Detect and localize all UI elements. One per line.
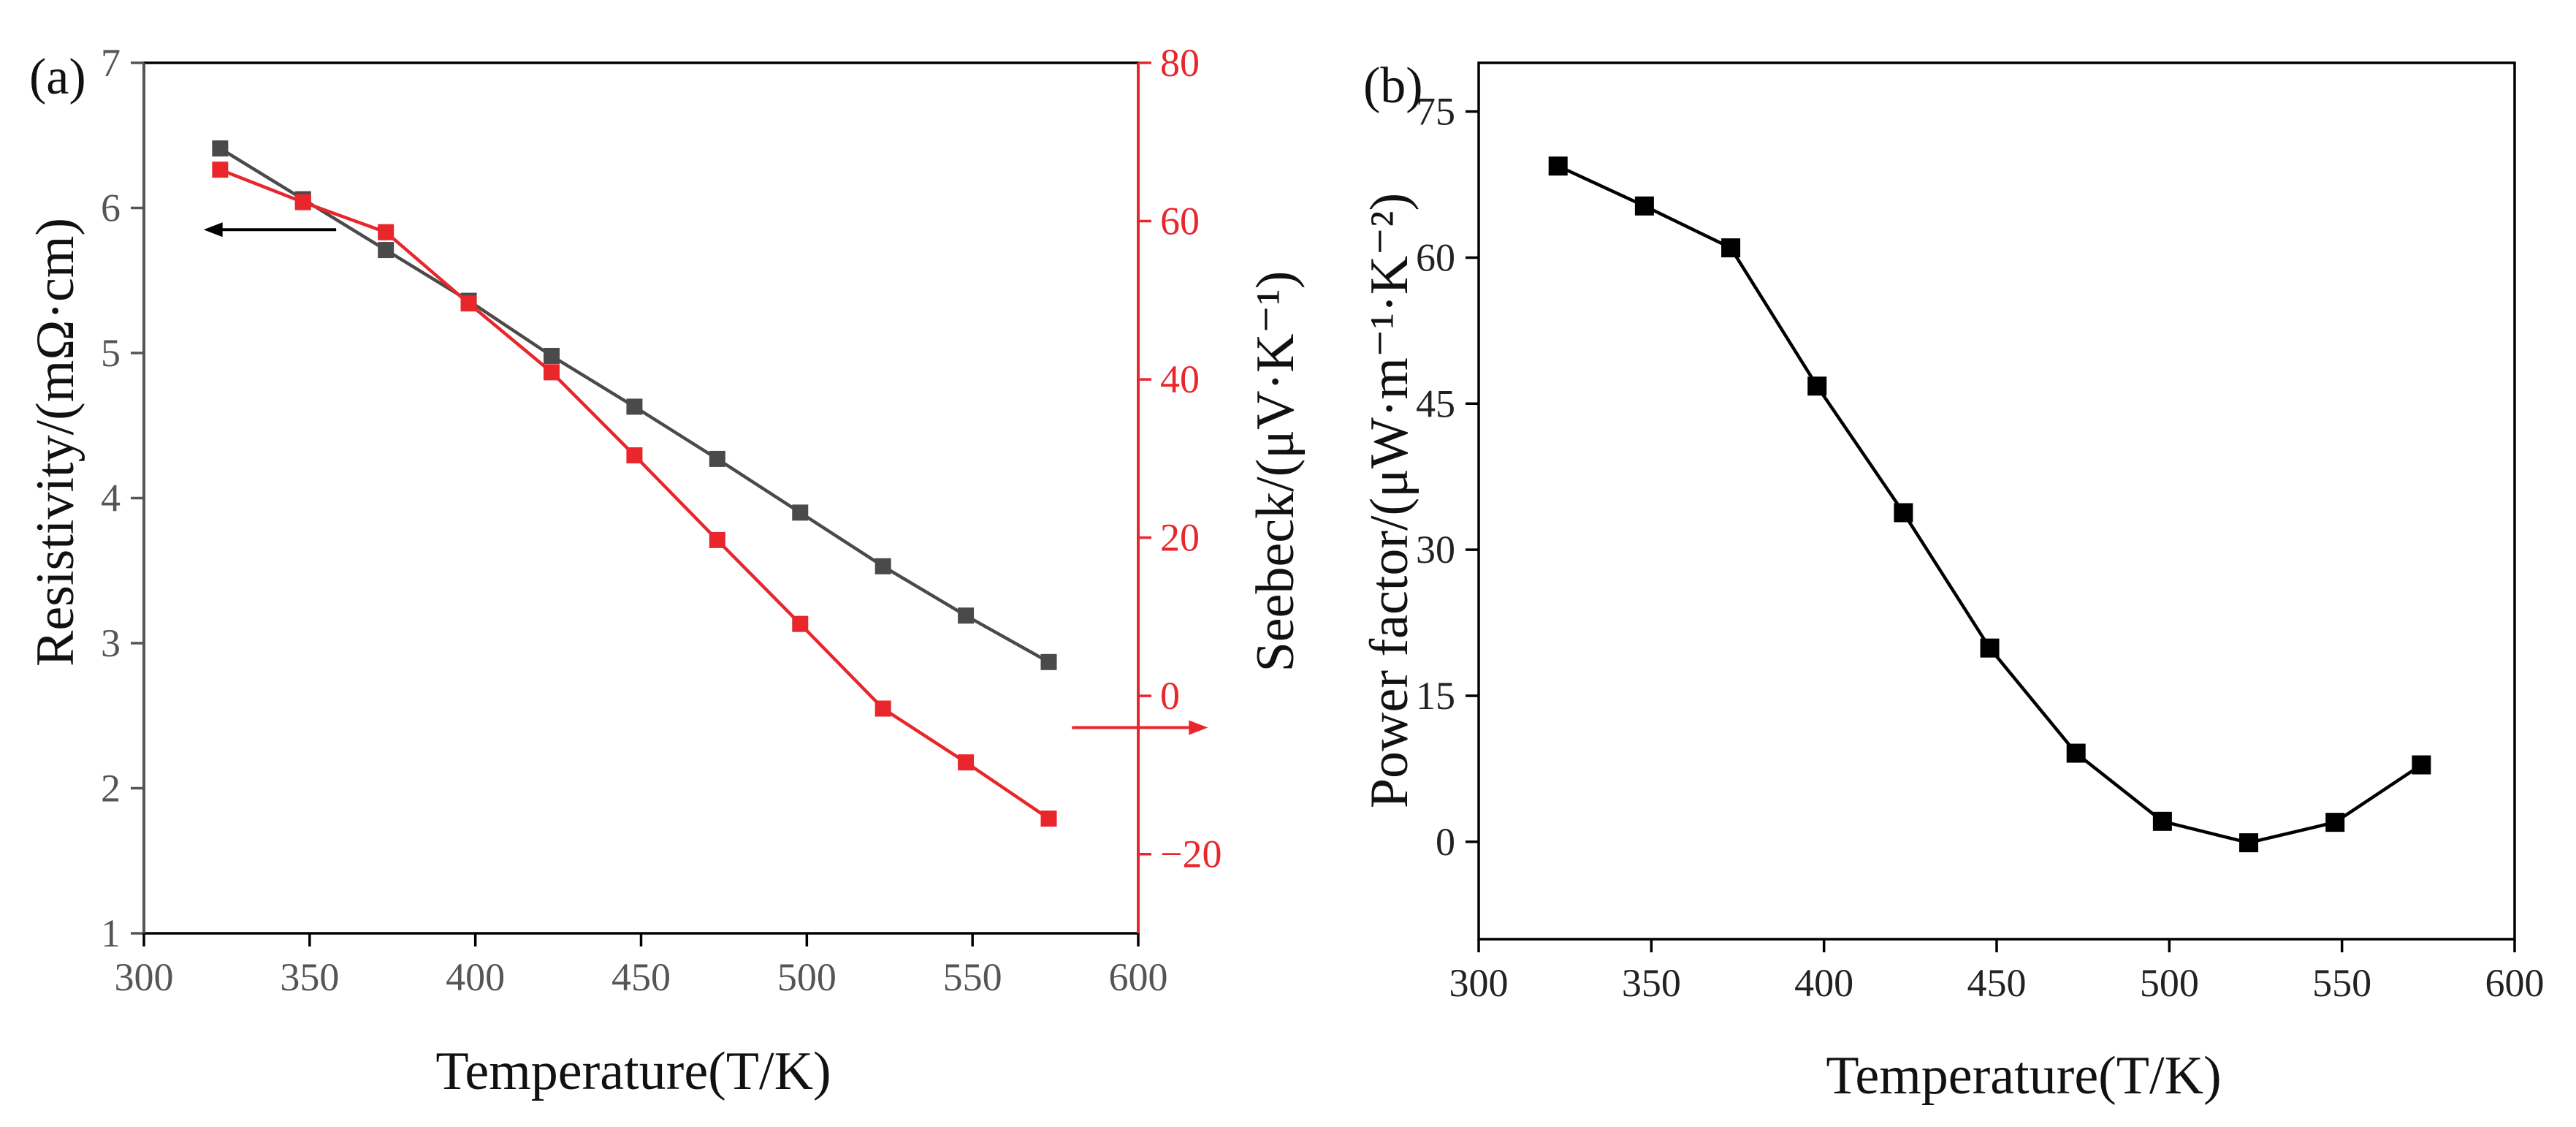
panel-b: 0 15 30 45 60 75 300 350 400 450 500 550 600 (b) Te… (1360, 58, 2545, 1106)
seebeck-point (709, 531, 725, 548)
resistivity-point (958, 607, 975, 624)
power-factor-point (1807, 376, 1827, 396)
panel-b-y-axis-title: Power factor/(μW·m⁻¹·K⁻²) (1360, 193, 1420, 808)
power-factor-point (1548, 156, 1568, 176)
panel-a-left-y-axis: 1 2 3 4 5 6 7 (101, 41, 145, 955)
panel-a-left-axis-title: Resistivity/(mΩ·cm) (26, 218, 85, 667)
panel-b-y-axis: 0 15 30 45 60 75 (1416, 90, 1479, 864)
seebeck-point (792, 615, 809, 632)
panel-b-x-tick-label: 600 (2485, 961, 2545, 1005)
power-factor-point (2412, 755, 2431, 775)
panel-a-right-tick-label: 80 (1160, 41, 1200, 85)
resistivity-point (544, 347, 560, 364)
panel-a-x-tick-label: 500 (777, 955, 837, 999)
panel-a-x-axis-title: Temperature(T/K) (435, 1041, 831, 1101)
panel-b-x-tick-label: 500 (2140, 961, 2199, 1005)
panel-b-x-tick-label: 550 (2312, 961, 2371, 1005)
panel-a: 1 2 3 4 5 6 7 −20 0 20 40 60 80 300 350 400 450 500 550 6… (26, 41, 1306, 1101)
panel-a-right-tick-label: −20 (1160, 832, 1222, 876)
panel-b-x-axis: 300 350 400 450 500 550 600 (1449, 939, 2545, 1005)
panel-a-x-axis: 300 350 400 450 500 550 600 (115, 933, 1168, 999)
panel-a-x-tick-label: 600 (1109, 955, 1168, 999)
resistivity-point (212, 140, 229, 157)
panel-b-series (1548, 156, 2431, 853)
seebeck-point (544, 364, 560, 381)
panel-b-y-tick-label: 45 (1416, 382, 1455, 425)
power-factor-point (1721, 238, 1741, 258)
resistivity-point (626, 398, 643, 415)
panel-a-right-tick-label: 60 (1160, 200, 1200, 243)
power-factor-point (1634, 196, 1654, 216)
seebeck-point (378, 224, 395, 240)
seebeck-line (219, 168, 1050, 820)
power-factor-point (2066, 743, 2086, 763)
panel-b-x-tick-label: 450 (1967, 961, 2027, 1005)
right-axis-arrow-head (1189, 720, 1208, 735)
power-factor-point (1894, 503, 1913, 523)
seebeck-point (958, 754, 975, 771)
panel-a-x-tick-label: 350 (280, 955, 339, 999)
seebeck-point (460, 295, 477, 312)
panel-a-right-y-axis: −20 0 20 40 60 80 (1137, 41, 1222, 933)
panel-a-left-tick-label: 2 (101, 767, 121, 811)
seebeck-point (1040, 811, 1057, 827)
power-factor-point (2239, 833, 2259, 853)
panel-a-left-tick-label: 7 (101, 41, 121, 85)
panel-a-x-tick-label: 450 (611, 955, 671, 999)
resistivity-point (874, 558, 891, 574)
panel-b-y-tick-label: 60 (1416, 235, 1455, 279)
power-factor-line (1557, 164, 2423, 845)
resistivity-point (1040, 653, 1057, 670)
resistivity-point (378, 242, 395, 259)
panel-a-right-tick-label: 0 (1160, 674, 1180, 718)
panel-a-right-axis-title: Seebeck/(μV·K⁻¹) (1246, 271, 1306, 672)
power-factor-point (1980, 638, 2000, 658)
panel-a-series (212, 140, 1057, 827)
panel-a-label: (a) (29, 49, 86, 105)
power-factor-point (2152, 811, 2172, 831)
seebeck-point (626, 447, 643, 464)
panel-a-left-tick-label: 4 (101, 477, 121, 520)
panel-a-x-tick-label: 550 (943, 955, 1002, 999)
panel-a-arrows (203, 222, 1208, 735)
panel-b-x-tick-label: 350 (1622, 961, 1681, 1005)
panel-b-y-tick-label: 75 (1416, 90, 1455, 134)
panel-a-right-tick-label: 20 (1160, 516, 1200, 560)
panel-b-x-axis-title: Temperature(T/K) (1826, 1046, 2221, 1106)
panel-b-label: (b) (1363, 58, 1423, 114)
panel-b-y-tick-label: 30 (1416, 528, 1455, 572)
panel-a-left-tick-label: 5 (101, 331, 121, 375)
panel-a-x-tick-label: 400 (446, 955, 505, 999)
resistivity-point (709, 450, 725, 467)
seebeck-point (294, 194, 311, 210)
panel-a-left-tick-label: 6 (101, 186, 121, 230)
panel-a-left-tick-label: 1 (101, 911, 121, 955)
panel-a-left-tick-label: 3 (101, 621, 121, 665)
seebeck-point (874, 700, 891, 717)
panel-a-x-tick-label: 300 (115, 955, 174, 999)
panel-b-y-tick-label: 0 (1436, 820, 1455, 864)
resistivity-point (792, 504, 809, 521)
left-axis-arrow-head (203, 222, 223, 238)
power-factor-point (2325, 813, 2345, 832)
panel-b-x-tick-label: 400 (1794, 961, 1853, 1005)
panel-b-y-tick-label: 15 (1416, 674, 1455, 718)
seebeck-point (212, 162, 229, 178)
panel-a-right-tick-label: 40 (1160, 357, 1200, 401)
panel-b-x-tick-label: 300 (1449, 961, 1509, 1005)
